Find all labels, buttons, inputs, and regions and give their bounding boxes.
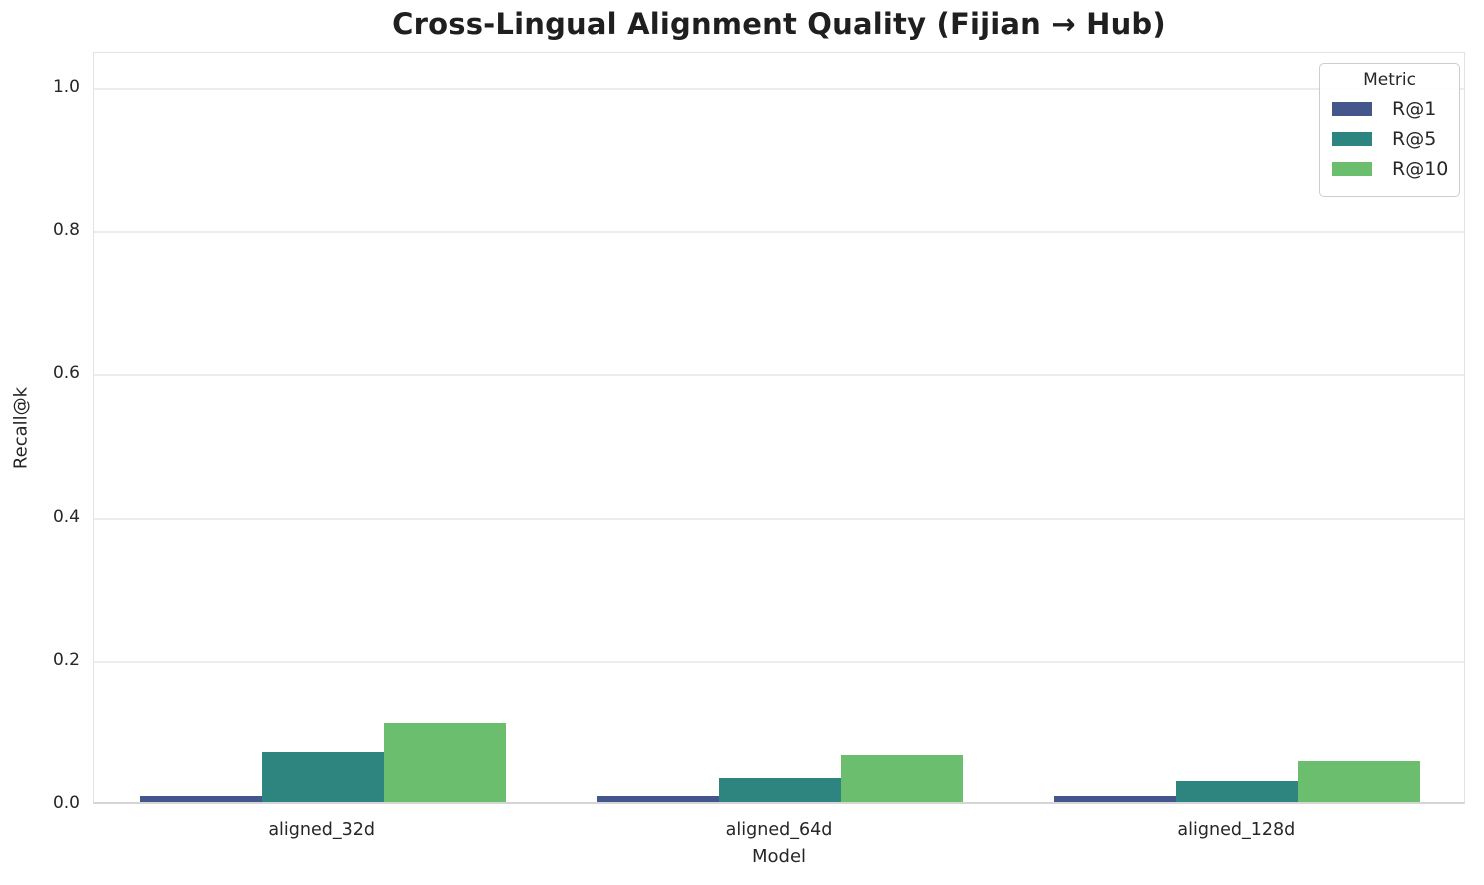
y-tick-label: 1.0 — [52, 76, 80, 97]
y-tick-label: 0.6 — [52, 363, 80, 384]
legend-swatch-R@1 — [1332, 102, 1372, 116]
plot-area: Metric R@1 R@5 R@10 — [93, 52, 1465, 804]
y-tick-label: 0.2 — [52, 649, 80, 670]
legend-title: Metric — [1363, 70, 1416, 90]
y-axis-label: Recall@k — [10, 386, 32, 470]
x-tick-label: aligned_128d — [1177, 820, 1296, 840]
x-tick-label: aligned_32d — [268, 820, 375, 840]
y-tick-label: 0.0 — [52, 793, 80, 813]
bar-R@10-aligned_128d — [1298, 761, 1421, 802]
bar-R@1-aligned_64d — [597, 796, 719, 802]
legend-items: R@1 R@5 R@10 — [1330, 98, 1449, 180]
gridline-y-0.6 — [94, 374, 1464, 377]
legend-entry-label: R@10 — [1392, 158, 1449, 180]
x-axis-label: Model — [751, 846, 807, 867]
bar-R@10-aligned_32d — [383, 722, 506, 802]
chart-title: Cross-Lingual Alignment Quality (Fijian … — [392, 7, 1166, 41]
bar-R@1-aligned_128d — [1054, 796, 1177, 802]
y-tick-label: 0.4 — [52, 506, 80, 527]
legend-swatch-R@10 — [1332, 162, 1372, 176]
bar-R@5-aligned_128d — [1176, 780, 1299, 802]
bar-R@1-aligned_32d — [139, 796, 262, 802]
legend-swatch-R@5 — [1332, 132, 1372, 146]
bar-R@10-aligned_64d — [841, 754, 963, 802]
gridline-y-0.2 — [94, 660, 1464, 663]
legend-entry-R@10: R@10 — [1332, 158, 1449, 180]
legend-entry-label: R@1 — [1392, 98, 1437, 120]
legend-entry-R@1: R@1 — [1332, 98, 1449, 120]
bar-R@5-aligned_64d — [719, 777, 841, 802]
gridline-y-0.4 — [94, 517, 1464, 520]
gridline-y-0.8 — [94, 231, 1464, 234]
legend: Metric R@1 R@5 R@10 — [1319, 63, 1460, 197]
y-tick-label: 0.8 — [52, 220, 80, 241]
x-tick-label: aligned_64d — [725, 820, 833, 840]
legend-entry-label: R@5 — [1392, 128, 1437, 150]
legend-entry-R@5: R@5 — [1332, 128, 1449, 150]
gridline-y-1.0 — [94, 87, 1464, 90]
bar-R@5-aligned_32d — [261, 751, 384, 802]
